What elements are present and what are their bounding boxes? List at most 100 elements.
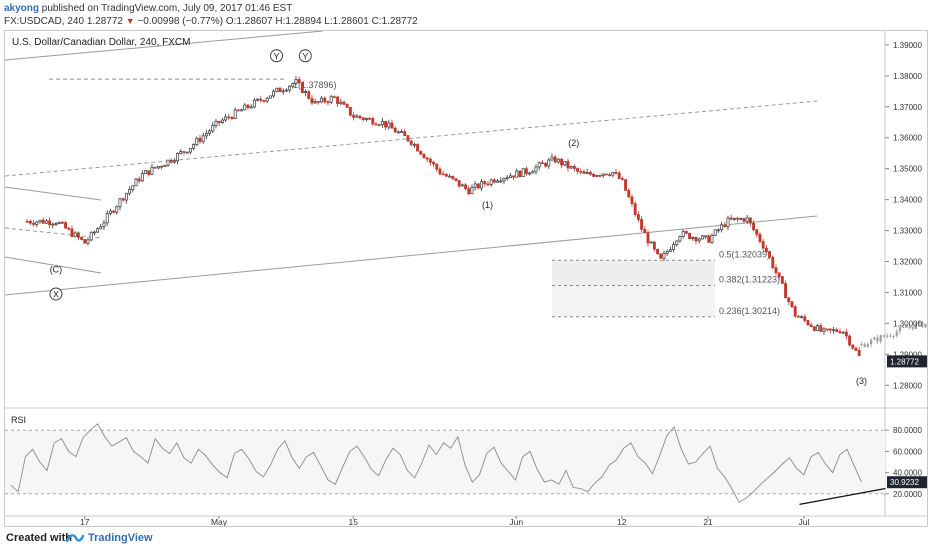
candle-body bbox=[681, 231, 685, 237]
y-tick-label: 1.33000 bbox=[893, 227, 922, 236]
candle-body bbox=[585, 171, 589, 174]
candle-body bbox=[316, 101, 320, 103]
wave-label: (C) bbox=[50, 265, 63, 275]
candle-body bbox=[425, 157, 429, 160]
candle-body bbox=[848, 335, 852, 346]
candle-body bbox=[76, 232, 80, 238]
candle-body bbox=[364, 118, 368, 120]
candle-body bbox=[803, 316, 807, 321]
created-with-text: Created with bbox=[6, 532, 73, 544]
candle-body bbox=[822, 328, 826, 332]
candle-body bbox=[614, 171, 618, 174]
candle-body bbox=[438, 168, 442, 175]
candle-body bbox=[25, 220, 29, 223]
wave-label: X bbox=[53, 289, 59, 299]
projected-candle-body bbox=[902, 326, 905, 328]
candle-body bbox=[598, 174, 602, 177]
candle-body bbox=[508, 175, 512, 179]
candle-body bbox=[188, 147, 192, 153]
projected-candle-body bbox=[873, 337, 876, 340]
candle-body bbox=[512, 175, 516, 178]
candle-body bbox=[486, 183, 490, 186]
chart-frame[interactable]: 1(1.37896) 0.5(1.32039) 0.382(1.31223) 0.23… bbox=[4, 30, 928, 527]
tradingview-brand-link[interactable]: TradingView bbox=[88, 532, 153, 544]
candle-body bbox=[169, 159, 173, 163]
fib-zone-lower bbox=[552, 285, 715, 317]
candle-body bbox=[150, 166, 154, 175]
fib-level-label: 0.382(1.31223) bbox=[719, 275, 780, 285]
candle-body bbox=[294, 79, 298, 84]
author-link[interactable]: akyong bbox=[4, 3, 40, 14]
candle-body bbox=[515, 170, 519, 178]
candle-body bbox=[713, 229, 717, 236]
candle-body bbox=[777, 272, 781, 277]
candle-body bbox=[80, 237, 84, 240]
candle-body bbox=[780, 276, 784, 284]
candle-body bbox=[550, 156, 554, 161]
candle-body bbox=[374, 123, 378, 126]
projection-layer bbox=[860, 321, 927, 348]
chart-canvas[interactable]: 1(1.37896) 0.5(1.32039) 0.382(1.31223) 0.23… bbox=[5, 31, 927, 526]
candle-body bbox=[560, 158, 564, 166]
candle-body bbox=[102, 222, 106, 228]
candle-body bbox=[214, 120, 218, 126]
candle-body bbox=[838, 331, 842, 334]
wave-label-circle bbox=[270, 49, 283, 63]
footer: Created with TradingView bbox=[0, 527, 932, 550]
candle-body bbox=[409, 140, 413, 145]
trendline bbox=[5, 256, 102, 274]
candle-body bbox=[326, 101, 330, 104]
candle-body bbox=[211, 125, 215, 132]
ohlc-close: C:1.28772 bbox=[371, 16, 418, 27]
candle-body bbox=[179, 151, 183, 154]
candle-body bbox=[636, 214, 640, 220]
candle-body bbox=[176, 153, 180, 162]
candle-body bbox=[156, 165, 160, 169]
trendline bbox=[5, 31, 324, 61]
y-tick-label: 1.39000 bbox=[893, 41, 922, 50]
trendline bbox=[5, 227, 102, 239]
candle-body bbox=[105, 213, 109, 224]
price-change: −0.00998 (−0.77%) bbox=[137, 16, 224, 27]
candle-body bbox=[704, 235, 708, 238]
candle-body bbox=[387, 122, 391, 128]
candle-body bbox=[380, 120, 384, 126]
x-tick-label: May bbox=[211, 517, 228, 526]
candle-body bbox=[470, 186, 474, 195]
candle-body bbox=[768, 251, 772, 258]
candle-body bbox=[172, 160, 176, 163]
candle-body bbox=[345, 104, 349, 108]
candle-body bbox=[825, 328, 829, 331]
candle-body bbox=[451, 175, 455, 179]
candles-layer bbox=[25, 75, 861, 357]
candle-body bbox=[476, 183, 480, 189]
candle-body bbox=[185, 151, 189, 154]
candle-body bbox=[739, 218, 743, 220]
candle-body bbox=[576, 168, 580, 172]
ohlc-high: H:1.28894 bbox=[275, 16, 322, 27]
candle-body bbox=[828, 328, 832, 331]
candle-body bbox=[793, 306, 797, 317]
candle-body bbox=[480, 181, 484, 189]
x-tick-label: Jun bbox=[509, 517, 523, 526]
candle-body bbox=[732, 217, 736, 220]
wave-label: (2) bbox=[568, 138, 579, 148]
candle-body bbox=[668, 249, 672, 252]
candle-body bbox=[64, 222, 68, 229]
candle-body bbox=[716, 229, 720, 232]
candle-body bbox=[505, 177, 509, 180]
candle-body bbox=[851, 344, 855, 349]
candle-body bbox=[748, 217, 752, 224]
candle-body bbox=[416, 144, 420, 152]
candle-body bbox=[640, 219, 644, 230]
candle-body bbox=[412, 144, 416, 146]
wave-label-circle bbox=[49, 287, 63, 301]
candle-body bbox=[620, 178, 624, 180]
candle-body bbox=[233, 109, 237, 119]
candle-body bbox=[844, 331, 848, 337]
rsi-tick-label: 20.0000 bbox=[893, 490, 922, 499]
down-arrow-icon: ▼ bbox=[125, 16, 135, 26]
trendline bbox=[5, 186, 102, 201]
symbol-line: FX:USDCAD, 240 1.28772 ▼ −0.00998 (−0.77… bbox=[4, 16, 418, 27]
fib-level-label: 1(1.37896) bbox=[293, 80, 337, 90]
